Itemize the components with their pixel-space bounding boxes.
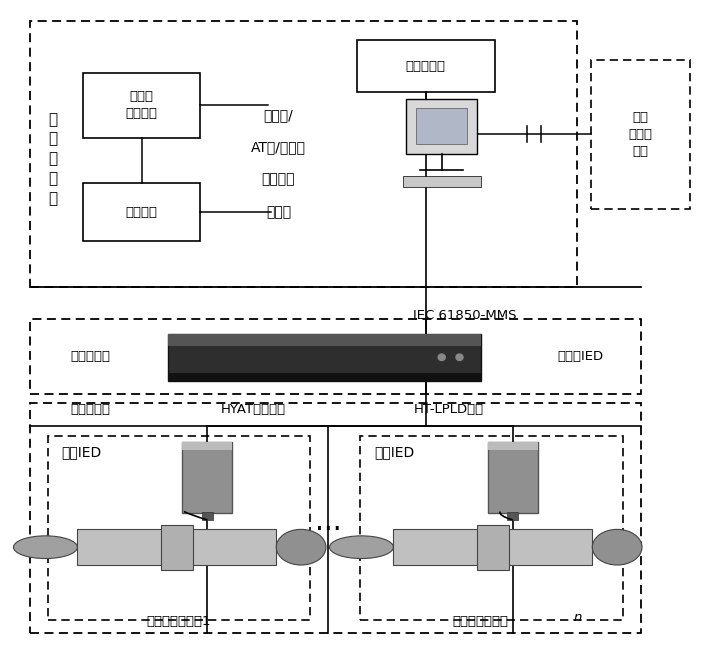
FancyBboxPatch shape	[83, 73, 200, 137]
Text: 数
据
评
估
层: 数 据 评 估 层	[48, 112, 57, 206]
Text: 数据监控: 数据监控	[262, 173, 295, 187]
FancyBboxPatch shape	[356, 40, 495, 92]
Text: 变电所/: 变电所/	[264, 108, 293, 122]
Text: 1: 1	[193, 445, 200, 455]
Ellipse shape	[593, 529, 642, 565]
Text: HT-LPLD总线: HT-LPLD总线	[414, 403, 484, 416]
FancyBboxPatch shape	[83, 183, 200, 242]
Text: 通信装置: 通信装置	[125, 206, 158, 219]
Circle shape	[438, 354, 446, 361]
FancyBboxPatch shape	[416, 108, 467, 144]
Text: 采集IED: 采集IED	[374, 445, 414, 459]
FancyBboxPatch shape	[360, 436, 623, 620]
Text: 云端服务器: 云端服务器	[406, 60, 446, 73]
Text: ···: ···	[314, 516, 342, 544]
Text: AT所/分区所: AT所/分区所	[251, 140, 306, 154]
Ellipse shape	[329, 536, 394, 559]
FancyBboxPatch shape	[168, 334, 481, 346]
Ellipse shape	[276, 529, 326, 565]
FancyBboxPatch shape	[168, 334, 481, 381]
Text: 控制主IED: 控制主IED	[557, 350, 603, 363]
FancyBboxPatch shape	[161, 525, 193, 570]
FancyBboxPatch shape	[30, 319, 640, 394]
FancyBboxPatch shape	[78, 529, 276, 565]
Text: 数据采集层: 数据采集层	[70, 403, 111, 416]
FancyBboxPatch shape	[30, 21, 577, 286]
FancyBboxPatch shape	[406, 98, 477, 154]
Text: 数据收集层: 数据收集层	[70, 350, 111, 363]
FancyBboxPatch shape	[507, 512, 518, 520]
FancyBboxPatch shape	[202, 512, 213, 520]
Text: 综合
自动化
系统: 综合 自动化 系统	[629, 111, 652, 158]
FancyBboxPatch shape	[183, 442, 232, 514]
FancyBboxPatch shape	[488, 442, 538, 514]
Text: n: n	[573, 611, 582, 624]
Text: IEC 61850-MMS: IEC 61850-MMS	[414, 309, 517, 322]
Text: n: n	[506, 445, 513, 455]
FancyBboxPatch shape	[48, 436, 310, 620]
FancyBboxPatch shape	[591, 60, 690, 209]
Circle shape	[456, 354, 463, 361]
Text: 服务器: 服务器	[266, 205, 291, 219]
FancyBboxPatch shape	[394, 529, 593, 565]
FancyBboxPatch shape	[30, 403, 640, 633]
Text: HYAT通信电缆: HYAT通信电缆	[221, 403, 286, 416]
Ellipse shape	[14, 536, 78, 559]
FancyBboxPatch shape	[403, 176, 481, 187]
Text: 电缆接头监测点: 电缆接头监测点	[453, 615, 509, 628]
FancyBboxPatch shape	[488, 442, 538, 450]
Text: 供电段
维护系统: 供电段 维护系统	[125, 90, 158, 120]
Text: 电缆接头监测点1: 电缆接头监测点1	[147, 615, 211, 628]
FancyBboxPatch shape	[168, 373, 481, 381]
FancyBboxPatch shape	[477, 525, 509, 570]
Text: 采集IED: 采集IED	[62, 445, 102, 459]
FancyBboxPatch shape	[183, 442, 232, 450]
